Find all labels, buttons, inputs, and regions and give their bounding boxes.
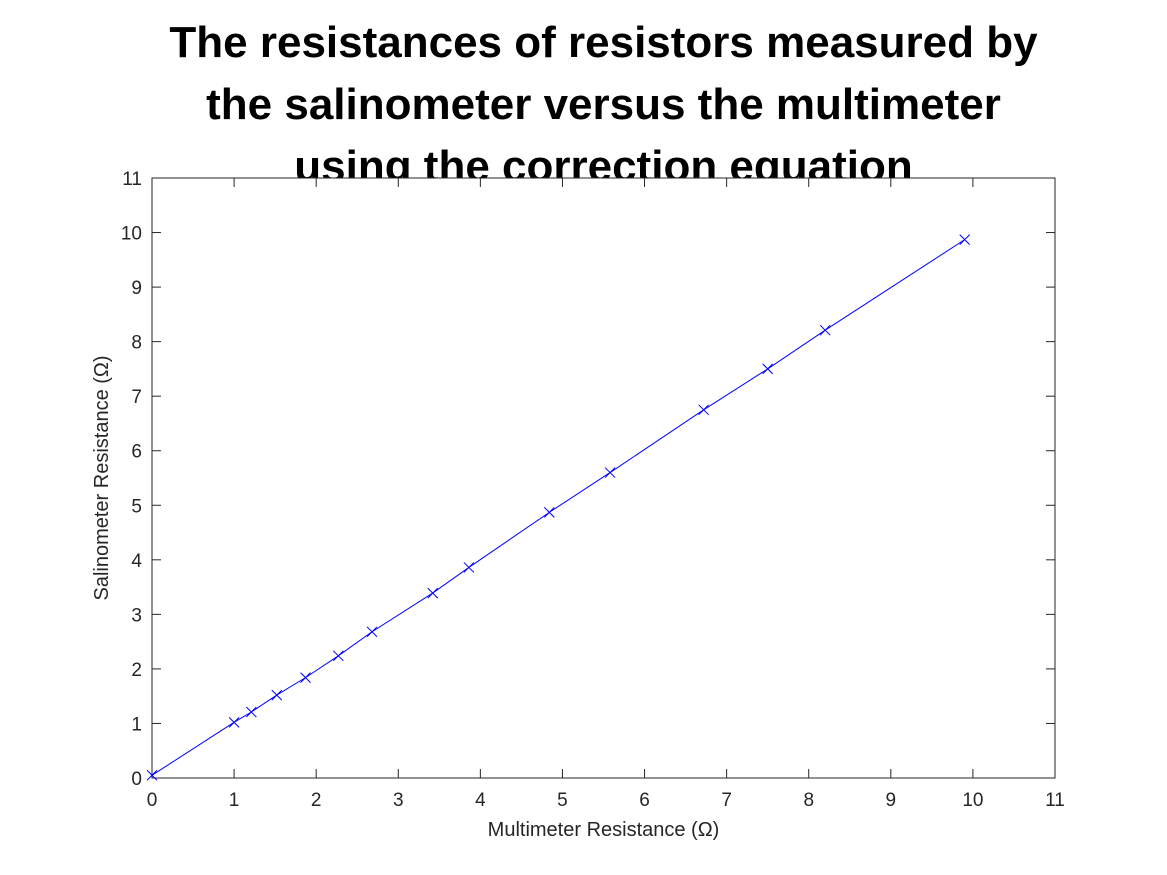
chart-title-line-1: The resistances of resistors measured by <box>169 18 1038 67</box>
data-point-marker <box>427 587 439 599</box>
data-point-marker <box>366 626 378 638</box>
y-tick-label: 4 <box>131 551 142 572</box>
x-tick-label: 10 <box>962 790 983 811</box>
data-point-marker <box>271 689 283 701</box>
chart-title-line-2: the salinometer versus the multimeter <box>206 80 1001 129</box>
x-tick-label: 5 <box>557 790 568 811</box>
data-point-marker <box>762 363 774 375</box>
x-axis-label: Multimeter Resistance (Ω) <box>488 819 720 841</box>
x-tick-label: 3 <box>393 790 404 811</box>
y-tick-label: 2 <box>131 660 142 681</box>
x-tick-label: 11 <box>1045 790 1065 811</box>
tick-labels: 0 1 2 3 4 5 6 7 8 9 10 11 0 1 2 3 4 5 6 7 8 9 10 11 <box>121 169 1065 811</box>
data-point-marker <box>300 672 311 683</box>
data-point-marker <box>463 562 475 573</box>
data-point-marker <box>819 324 831 336</box>
y-tick-label: 5 <box>131 496 142 517</box>
data-point-marker <box>604 467 616 478</box>
y-tick-label: 9 <box>131 278 142 299</box>
y-tick-label: 1 <box>131 714 142 735</box>
y-tick-label: 8 <box>131 333 142 354</box>
chart-title: The resistances of resistors measured by… <box>152 12 1055 198</box>
plot-area <box>151 177 1056 779</box>
y-tick-label: 7 <box>131 387 142 408</box>
y-tick-label: 10 <box>121 224 142 245</box>
data-point-marker <box>698 404 710 416</box>
x-tick-label: 9 <box>886 790 897 811</box>
data-point-marker <box>332 650 344 662</box>
y-tick-label: 0 <box>131 769 142 790</box>
data-point-marker <box>146 769 158 781</box>
data-point-marker <box>543 507 555 518</box>
y-tick-label: 11 <box>122 169 142 190</box>
data-point-marker <box>245 706 257 718</box>
data-point-marker <box>228 717 240 728</box>
axis-ticks <box>151 177 1056 779</box>
x-tick-label: 2 <box>311 790 322 811</box>
x-tick-label: 4 <box>475 790 486 811</box>
x-tick-label: 1 <box>229 790 240 811</box>
x-tick-label: 7 <box>721 790 732 811</box>
y-tick-label: 6 <box>131 442 142 463</box>
data-series <box>146 234 971 781</box>
x-tick-label: 0 <box>147 790 158 811</box>
y-tick-label: 3 <box>131 605 142 626</box>
x-tick-label: 8 <box>803 790 814 811</box>
data-point-marker <box>959 234 971 245</box>
y-axis-label: Salinometer Resistance (Ω) <box>91 355 113 600</box>
x-tick-label: 6 <box>639 790 650 811</box>
